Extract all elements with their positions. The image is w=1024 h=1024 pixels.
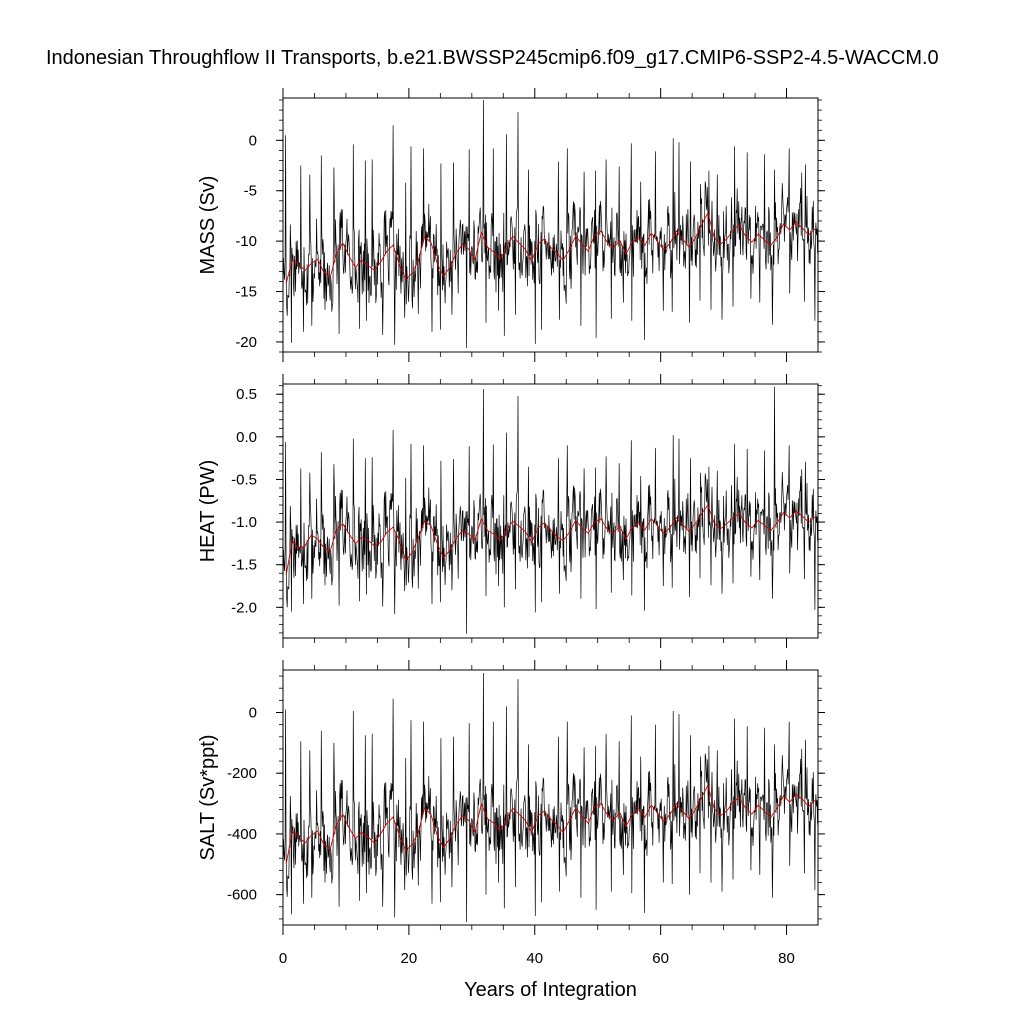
xtick-label: 40 xyxy=(526,950,543,967)
heat-ytick-label: -1.0 xyxy=(231,514,257,531)
panel-mass: 0 -5 -10 -15 -20 MASS (Sv) xyxy=(197,88,825,362)
mass-ylabel: MASS (Sv) xyxy=(197,176,219,275)
heat-ytick-label: 0.5 xyxy=(236,386,257,403)
mass-plot-frame xyxy=(282,97,819,353)
x-axis: 0 20 40 60 80 Years of Integration xyxy=(279,950,795,1001)
mass-ytick-label: 0 xyxy=(249,132,257,149)
mass-ytick-label: -20 xyxy=(235,334,257,351)
xtick-label: 20 xyxy=(401,950,418,967)
salt-ytick-label: 0 xyxy=(249,705,257,722)
xtick-label: 0 xyxy=(279,950,287,967)
chart-title: Indonesian Throughflow II Transports, b.… xyxy=(46,47,939,69)
heat-plot-frame xyxy=(282,383,819,639)
x-axis-label: Years of Integration xyxy=(464,979,637,1001)
salt-ytick-label: -200 xyxy=(227,765,257,782)
salt-annual-mean-series xyxy=(285,784,816,865)
heat-ytick-label: -0.5 xyxy=(231,471,257,488)
salt-monthly-series xyxy=(283,672,818,923)
salt-ytick-label: -400 xyxy=(227,826,257,843)
heat-monthly-series xyxy=(283,386,818,634)
xtick-label: 60 xyxy=(652,950,669,967)
heat-ytick-label: -1.5 xyxy=(231,557,257,574)
mass-ytick-label: -10 xyxy=(235,233,257,250)
salt-ylabel: SALT (Sv*ppt) xyxy=(197,735,219,861)
mass-monthly-series xyxy=(283,99,818,349)
salt-ytick-label: -600 xyxy=(227,887,257,904)
heat-annual-mean-series xyxy=(285,504,816,575)
mass-ytick-label: -15 xyxy=(235,284,257,301)
mass-annual-mean-series xyxy=(285,211,816,284)
panel-salt: 0 -200 -400 -600 SALT (Sv*ppt) xyxy=(197,660,825,935)
heat-ytick-label: 0.0 xyxy=(236,429,257,446)
mass-ytick-label: -5 xyxy=(244,183,257,200)
heat-ylabel: HEAT (PW) xyxy=(197,460,219,563)
heat-ytick-label: -2.0 xyxy=(231,599,257,616)
panel-heat: 0.5 0.0 -0.5 -1.0 -1.5 -2.0 HEAT (PW) xyxy=(197,374,825,648)
xtick-label: 80 xyxy=(778,950,795,967)
